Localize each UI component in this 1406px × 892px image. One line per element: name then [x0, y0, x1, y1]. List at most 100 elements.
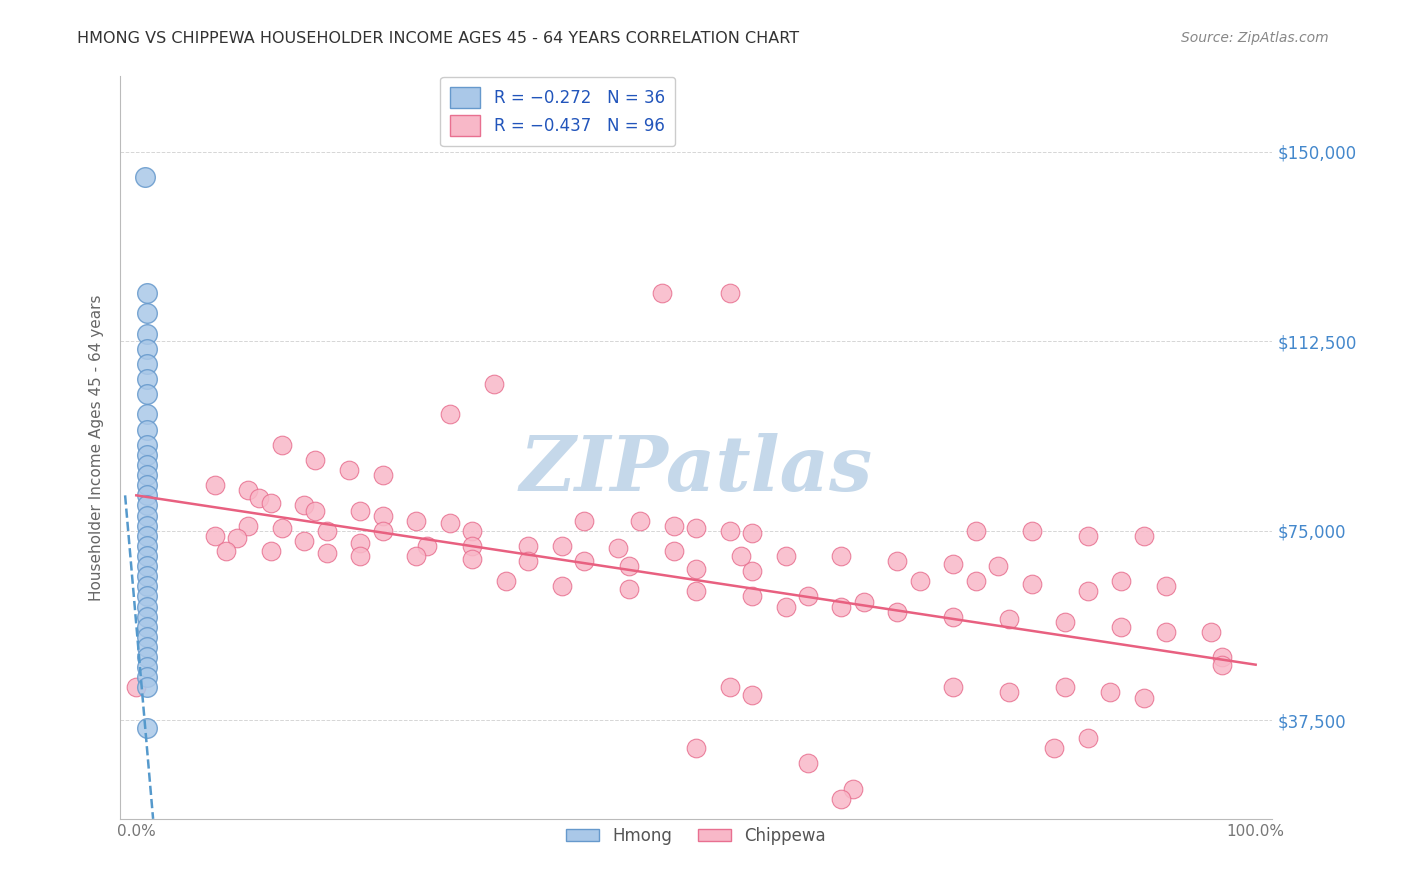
Point [830, 599, 852, 614]
Point [830, 791, 852, 805]
Point [371, 508, 394, 523]
Point [136, 488, 159, 502]
Point [405, 514, 427, 528]
Point [136, 438, 159, 452]
Point [349, 549, 371, 563]
Point [136, 590, 159, 604]
Point [775, 549, 797, 563]
Point [134, 169, 156, 184]
Point [741, 564, 763, 578]
Point [125, 681, 148, 695]
Point [136, 620, 159, 634]
Point [439, 516, 461, 530]
Point [550, 539, 572, 553]
Point [942, 609, 965, 624]
Legend: Hmong, Chippewa: Hmong, Chippewa [560, 820, 832, 851]
Point [371, 468, 394, 483]
Y-axis label: Householder Income Ages 45 - 64 years: Householder Income Ages 45 - 64 years [89, 294, 104, 600]
Point [349, 536, 371, 550]
Point [136, 357, 159, 371]
Point [238, 483, 260, 498]
Point [136, 372, 159, 386]
Point [942, 681, 965, 695]
Point [270, 438, 292, 452]
Point [136, 508, 159, 523]
Point [942, 557, 965, 571]
Point [136, 579, 159, 593]
Point [886, 605, 908, 619]
Point [292, 499, 315, 513]
Point [797, 590, 820, 604]
Point [617, 559, 640, 574]
Point [136, 448, 159, 462]
Point [685, 584, 707, 599]
Point [718, 681, 741, 695]
Point [136, 549, 159, 563]
Point [517, 554, 540, 568]
Point [136, 306, 159, 320]
Point [226, 532, 249, 546]
Point [1043, 741, 1066, 756]
Point [371, 524, 394, 538]
Point [136, 499, 159, 513]
Point [741, 526, 763, 541]
Point [215, 544, 238, 558]
Point [797, 756, 820, 771]
Point [1111, 574, 1133, 589]
Point [249, 491, 271, 505]
Point [685, 562, 707, 576]
Point [136, 518, 159, 533]
Point [136, 342, 159, 356]
Point [1111, 620, 1133, 634]
Point [852, 594, 875, 608]
Point [998, 612, 1021, 626]
Point [775, 599, 797, 614]
Point [315, 546, 337, 561]
Text: Source: ZipAtlas.com: Source: ZipAtlas.com [1181, 31, 1329, 45]
Point [461, 524, 484, 538]
Point [1154, 624, 1177, 639]
Point [136, 721, 159, 735]
Point [136, 458, 159, 472]
Point [572, 514, 595, 528]
Point [685, 521, 707, 535]
Point [461, 551, 484, 566]
Point [439, 408, 461, 422]
Point [315, 524, 337, 538]
Point [136, 630, 159, 644]
Point [136, 660, 159, 674]
Point [662, 518, 685, 533]
Point [1154, 579, 1177, 593]
Point [572, 554, 595, 568]
Point [1021, 524, 1043, 538]
Point [416, 539, 439, 553]
Point [1077, 529, 1099, 543]
Point [136, 670, 159, 684]
Point [841, 781, 863, 796]
Point [405, 549, 427, 563]
Point [461, 539, 484, 553]
Point [1199, 624, 1222, 639]
Point [1211, 657, 1233, 672]
Point [1132, 529, 1154, 543]
Point [1077, 584, 1099, 599]
Point [685, 741, 707, 756]
Point [136, 326, 159, 341]
Point [886, 554, 908, 568]
Point [136, 423, 159, 437]
Point [136, 681, 159, 695]
Point [495, 574, 517, 589]
Point [965, 524, 987, 538]
Point [1021, 576, 1043, 591]
Point [304, 453, 326, 467]
Point [259, 496, 281, 510]
Point [337, 463, 360, 477]
Point [270, 521, 292, 535]
Point [259, 544, 281, 558]
Point [1211, 650, 1233, 665]
Point [136, 609, 159, 624]
Point [204, 478, 226, 492]
Point [1099, 685, 1122, 699]
Point [136, 650, 159, 665]
Point [1054, 681, 1077, 695]
